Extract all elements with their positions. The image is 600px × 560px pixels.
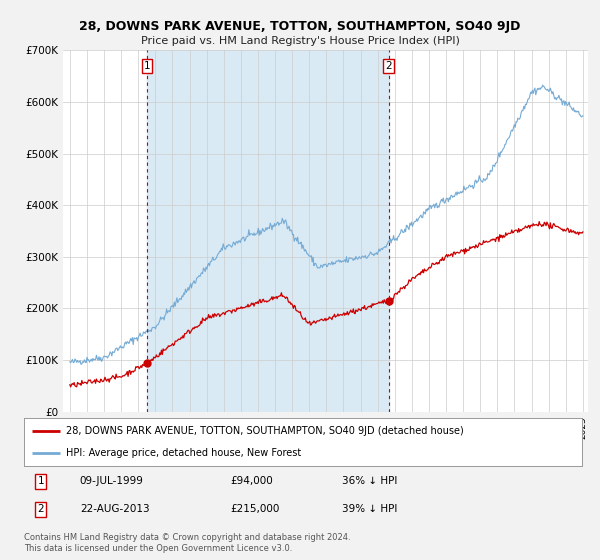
- Text: 36% ↓ HPI: 36% ↓ HPI: [342, 477, 397, 487]
- Text: 1: 1: [144, 61, 151, 71]
- Text: 1: 1: [37, 477, 44, 487]
- Text: 2: 2: [385, 61, 392, 71]
- Text: 39% ↓ HPI: 39% ↓ HPI: [342, 504, 397, 514]
- Text: 2: 2: [37, 504, 44, 514]
- Text: Contains HM Land Registry data © Crown copyright and database right 2024.
This d: Contains HM Land Registry data © Crown c…: [24, 533, 350, 553]
- Text: Price paid vs. HM Land Registry's House Price Index (HPI): Price paid vs. HM Land Registry's House …: [140, 36, 460, 46]
- Text: 22-AUG-2013: 22-AUG-2013: [80, 504, 149, 514]
- Text: HPI: Average price, detached house, New Forest: HPI: Average price, detached house, New …: [66, 448, 301, 458]
- Text: £94,000: £94,000: [230, 477, 273, 487]
- Text: £215,000: £215,000: [230, 504, 280, 514]
- Text: 28, DOWNS PARK AVENUE, TOTTON, SOUTHAMPTON, SO40 9JD: 28, DOWNS PARK AVENUE, TOTTON, SOUTHAMPT…: [79, 20, 521, 32]
- Text: 09-JUL-1999: 09-JUL-1999: [80, 477, 143, 487]
- Bar: [148, 50, 389, 412]
- Text: 28, DOWNS PARK AVENUE, TOTTON, SOUTHAMPTON, SO40 9JD (detached house): 28, DOWNS PARK AVENUE, TOTTON, SOUTHAMPT…: [66, 426, 464, 436]
